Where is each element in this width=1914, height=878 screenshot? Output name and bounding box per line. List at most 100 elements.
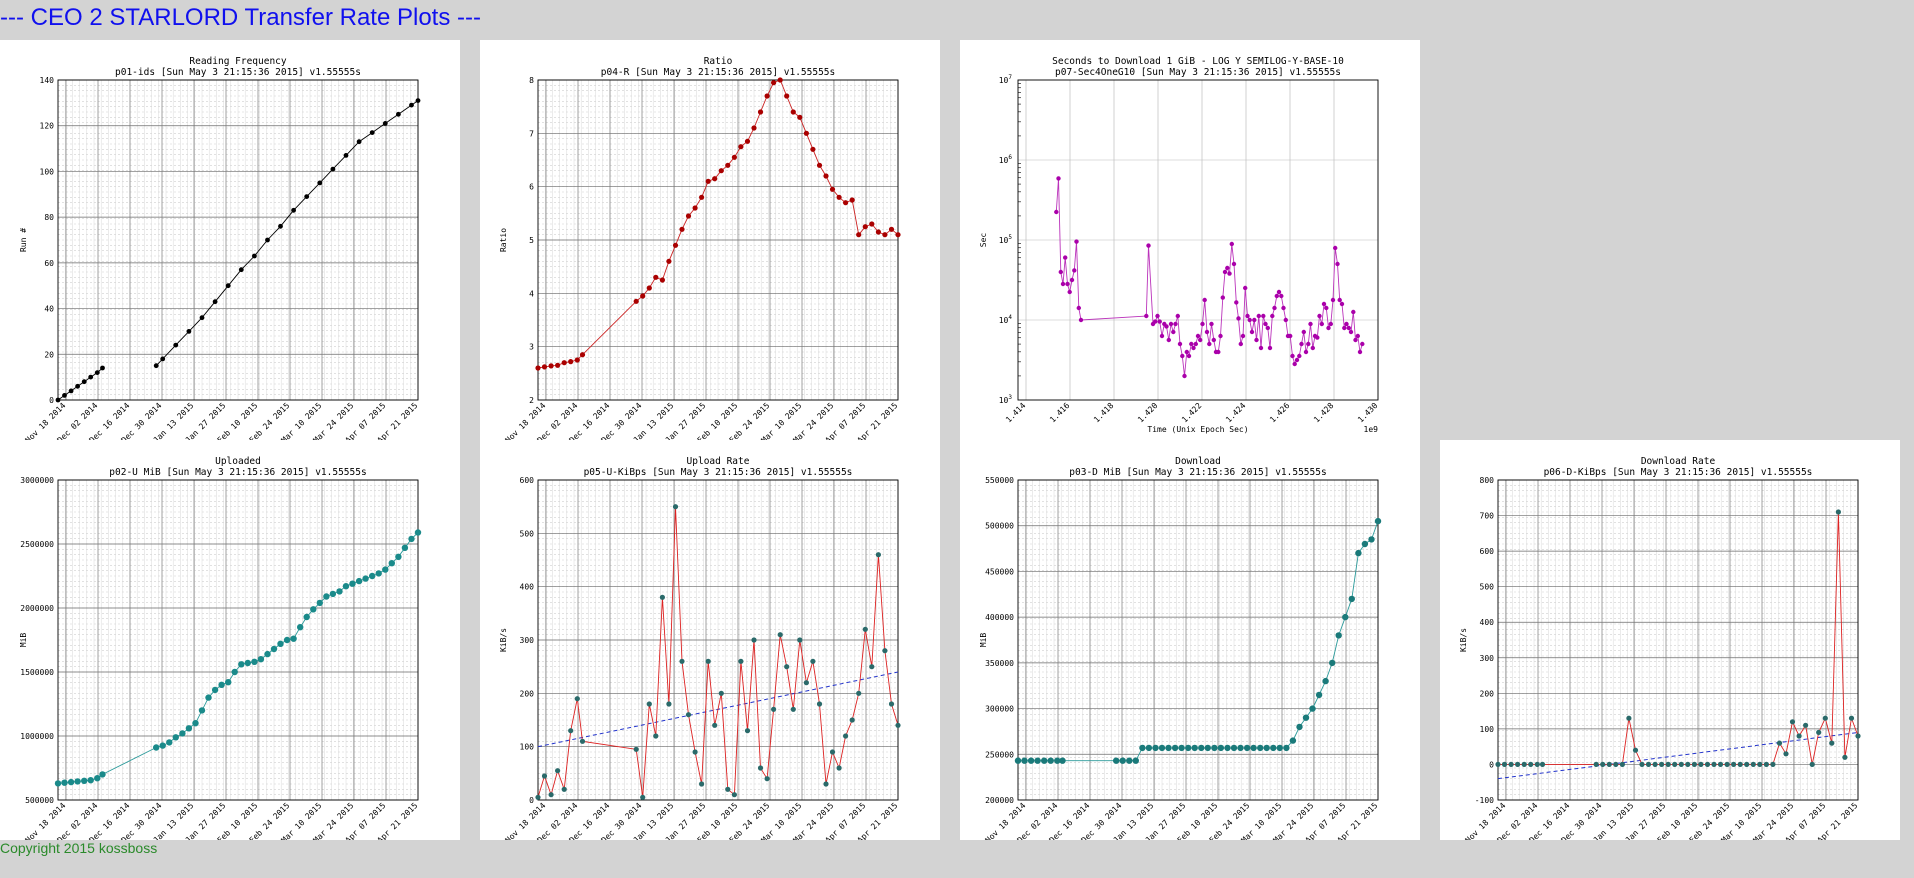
data-point [1132,757,1139,764]
data-point [1317,313,1322,319]
data-point [409,102,414,108]
y-axis-label: MiB [19,633,28,648]
data-point [1776,740,1783,746]
data-point [1198,744,1205,752]
data-point [784,664,790,670]
data-point [316,599,323,607]
data-point [1355,333,1360,339]
data-point [1508,761,1514,767]
data-point [640,794,646,800]
data-point [1848,715,1855,721]
y-tick-label: 104 [999,314,1013,325]
data-point [1368,536,1375,543]
data-point [1243,285,1248,291]
panel-reading-frequency: Reading Frequency p01-ids [Sun May 3 21:1… [0,40,460,840]
data-point [744,728,751,734]
data-point [1521,761,1527,767]
data-point [1691,761,1697,767]
data-point [278,223,283,229]
data-point [1308,321,1313,327]
data-point [1173,321,1178,327]
data-point [705,178,711,184]
data-point [829,186,836,192]
data-point [579,738,586,744]
y-tick-label: 0 [529,796,534,805]
data-point [1126,757,1133,764]
data-point [356,139,362,145]
data-point [718,690,724,696]
data-point [1153,319,1158,324]
y-tick-label: 300 [1480,654,1495,663]
y-tick-label: 700 [1480,512,1495,521]
data-point [771,706,777,712]
data-point [1816,729,1822,735]
data-point [382,566,389,573]
data-point [1783,751,1789,757]
data-point [1346,325,1351,331]
data-point [1309,705,1316,712]
data-point [1207,341,1212,347]
data-point [1072,268,1077,273]
data-point [396,111,401,117]
data-point [679,658,685,664]
data-point [100,365,105,371]
data-point [1659,761,1665,767]
data-point [751,125,757,131]
data-point [1829,740,1835,746]
data-point [375,570,382,577]
data-point [692,749,698,755]
data-point [679,226,685,232]
data-point [1220,295,1225,300]
data-point [1731,761,1737,767]
data-point [875,229,881,235]
data-point [1342,613,1349,621]
y-tick-label: 300 [520,636,535,645]
data-point [264,650,271,658]
data-point [633,746,639,752]
data-point [555,768,561,774]
trend-line [1497,731,1859,780]
data-point [185,725,193,732]
data-point [336,588,343,595]
data-point [856,690,862,696]
data-point [1158,744,1166,752]
x-axis-label: Time (Unix Epoch Sec) [1147,425,1248,434]
y-axis-label: MiB [979,633,988,648]
data-point [1717,761,1724,767]
data-point [1236,316,1241,321]
chart-subtitle: p02-U MiB [Sun May 3 21:15:36 2015] v1.5… [109,467,366,478]
data-point [1014,757,1022,764]
data-point [751,637,757,643]
data-point [1217,744,1225,752]
data-point [317,180,323,186]
panel-ratio: Ratio p04-R [Sun May 3 21:15:36 2015] v1.… [480,40,940,840]
data-point [94,775,101,782]
data-point [205,694,212,701]
y-tick-label: 100 [40,167,55,176]
data-point [797,637,803,643]
data-point [1593,761,1599,767]
data-point [725,162,731,168]
data-point [1770,761,1776,767]
data-point [251,658,258,665]
plot-frame [537,479,899,801]
data-point [738,658,744,664]
chart-subtitle: p06-D-KiBps [Sun May 3 21:15:36 2015] v1… [1544,467,1813,478]
data-point [856,232,862,238]
data-point [1182,373,1187,379]
data-point [1333,245,1338,251]
data-point [1189,341,1194,347]
data-point [1058,269,1063,275]
data-point [415,98,421,103]
data-point [1355,549,1362,557]
x-tick-label: 1.418 [1092,401,1116,425]
data-point [888,226,895,232]
chart-title: Ratio [704,56,733,67]
data-point [369,572,376,580]
data-point [882,232,888,238]
data-point [1231,261,1237,267]
data-point [166,739,173,746]
data-point [803,680,809,686]
y-tick-label: 60 [44,259,54,268]
